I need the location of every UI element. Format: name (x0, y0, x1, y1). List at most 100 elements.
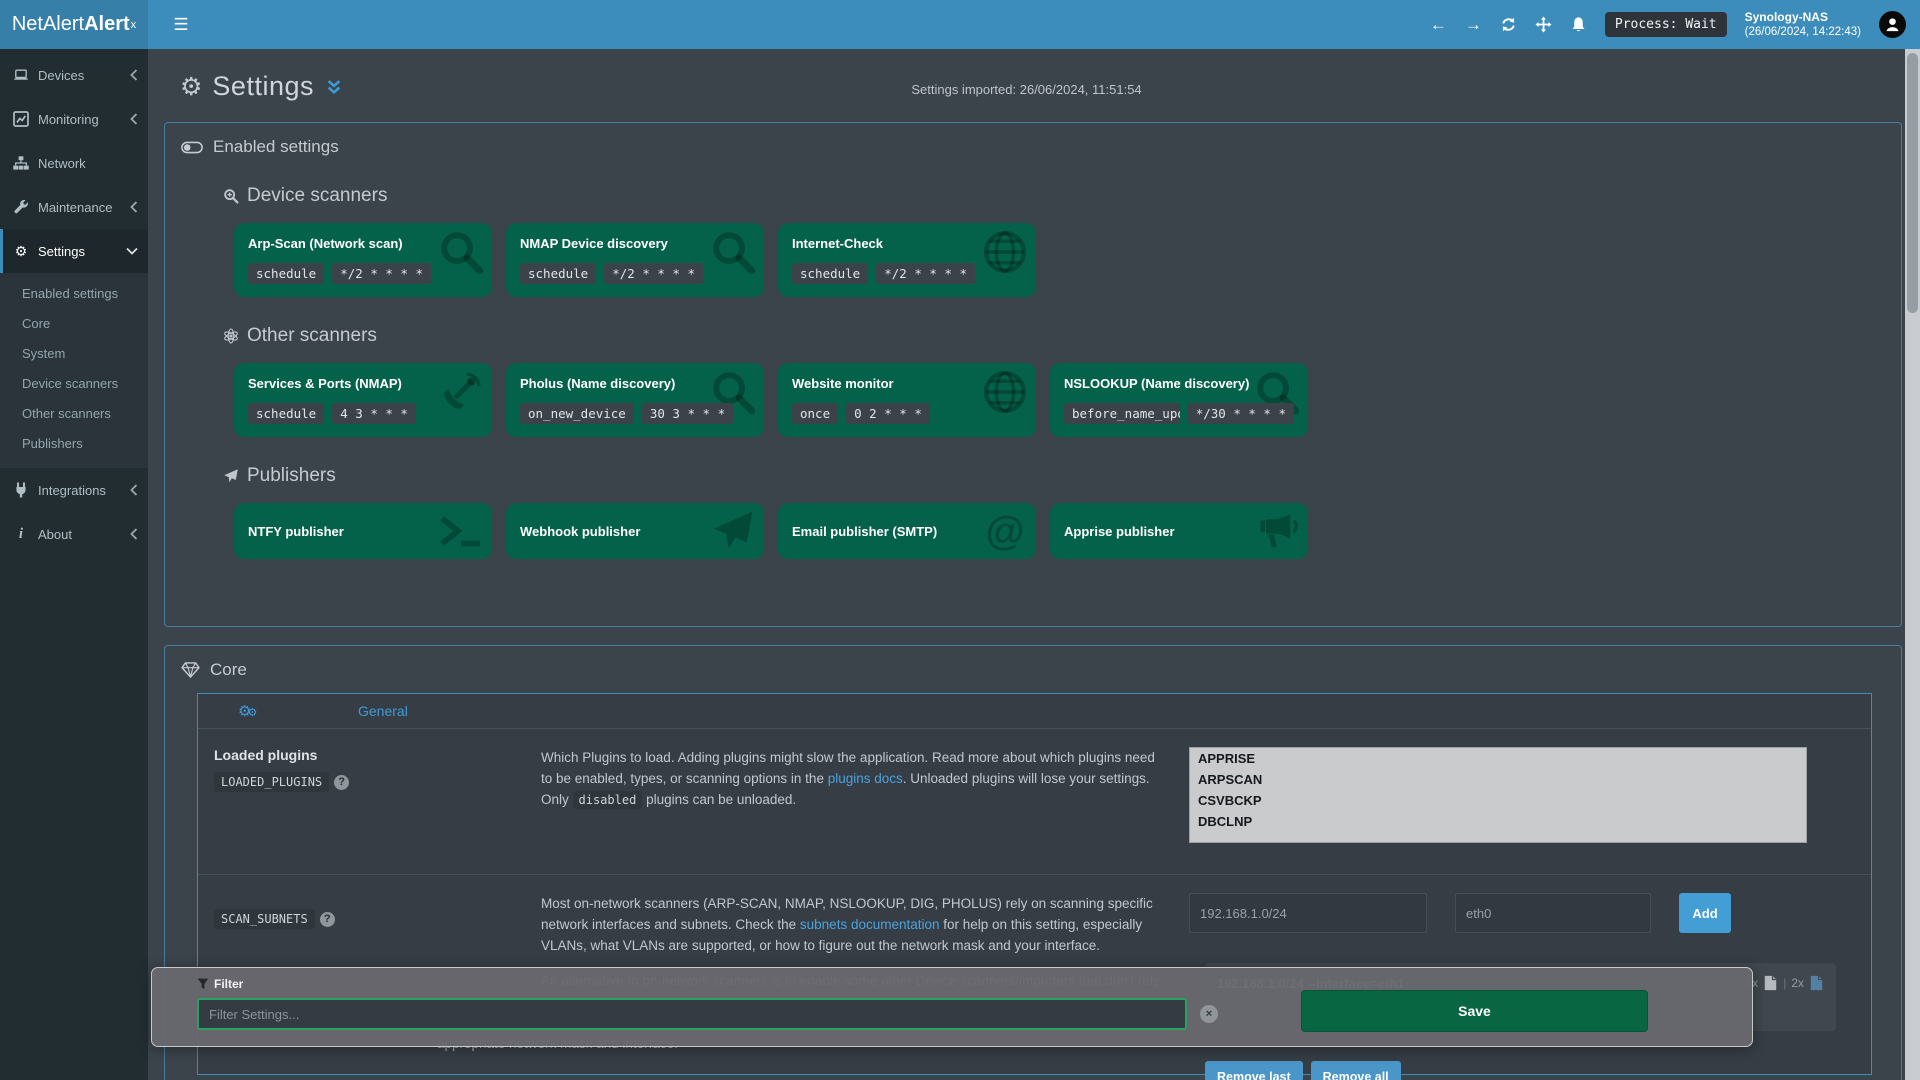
schedule-mode-badge: schedule (520, 263, 597, 284)
setting-label: Loaded plugins (214, 747, 318, 763)
filter-settings-input[interactable] (197, 998, 1187, 1030)
card-title: Services & Ports (NMAP) (248, 376, 402, 391)
card-title: Apprise publisher (1064, 523, 1175, 539)
card-title: NSLOOKUP (Name discovery) (1064, 376, 1250, 391)
listbox-option[interactable]: APPRISE (1198, 751, 1256, 766)
sidebar-item-monitoring[interactable]: Monitoring (0, 97, 148, 141)
card-internet-check[interactable]: Internet-Check schedule */2 * * * * (778, 223, 1036, 297)
plugins-docs-link[interactable]: plugins docs (827, 771, 903, 786)
sidebar-item-label: Network (38, 155, 86, 171)
copy-icon[interactable] (1763, 975, 1778, 991)
scrollbar-thumb[interactable] (1907, 53, 1918, 313)
app-logo[interactable]: NetAlert Alert x (0, 0, 148, 49)
listbox-option[interactable]: CSVBCKP (1198, 793, 1262, 808)
sidebar-item-about[interactable]: i About (0, 512, 148, 556)
cron-badge: 30 3 * * * (641, 403, 734, 424)
chevron-left-icon (129, 113, 138, 125)
group-title-text: Publishers (247, 465, 336, 486)
clear-filter-button[interactable]: × (1200, 1005, 1218, 1023)
move-icon[interactable] (1535, 16, 1552, 33)
help-icon[interactable]: ? (334, 774, 350, 790)
card-nmap-discovery[interactable]: NMAP Device discovery schedule */2 * * *… (506, 223, 764, 297)
filter-overlay: Filter × Save (151, 967, 1753, 1047)
help-icon[interactable]: ? (319, 911, 335, 927)
page-scrollbar[interactable] (1905, 49, 1920, 1080)
sidebar-toggle-icon[interactable]: ☰ (173, 14, 189, 34)
sidebar-item-devices[interactable]: Devices (0, 53, 148, 97)
card-webhook[interactable]: Webhook publisher (506, 503, 764, 559)
main-content: ⚙ Settings Settings imported: 26/06/2024… (148, 49, 1905, 1080)
card-title: Email publisher (SMTP) (792, 523, 938, 539)
sidebar-item-integrations[interactable]: Integrations (0, 468, 148, 512)
setting-control-col: APPRISE ARPSCAN CSVBCKP DBCLNP (1189, 747, 1855, 856)
chevron-left-icon (129, 201, 138, 213)
subnet-input[interactable] (1189, 893, 1427, 933)
card-nslookup[interactable]: NSLOOKUP (Name discovery) before_name_up… (1050, 363, 1308, 437)
magnifier-plus-icon (223, 188, 239, 204)
cron-badge: */2 * * * * (332, 263, 432, 284)
listbox-option[interactable]: ARPSCAN (1198, 772, 1263, 787)
other-scanner-cards: Services & Ports (NMAP) schedule 4 3 * *… (234, 363, 1901, 437)
sidebar-item-settings[interactable]: ⚙ Settings (0, 229, 148, 273)
copy-2x-icon[interactable] (1809, 975, 1824, 991)
host-info: Synology-NAS (26/06/2024, 14:22:43) (1745, 10, 1861, 40)
tab-general[interactable]: General (358, 703, 408, 719)
loaded-plugins-listbox[interactable]: APPRISE ARPSCAN CSVBCKP DBCLNP (1189, 747, 1807, 843)
filter-label-text: Filter (214, 977, 244, 991)
add-subnet-button[interactable]: Add (1679, 893, 1731, 933)
chevron-left-icon (129, 484, 138, 496)
submenu-item-enabled-settings[interactable]: Enabled settings (22, 285, 119, 301)
listbox-option[interactable]: DBCLNP (1198, 814, 1253, 829)
sidebar-item-maintenance[interactable]: Maintenance (0, 185, 148, 229)
sidebar-item-label: Integrations (38, 482, 106, 498)
submenu-item-core[interactable]: Core (22, 315, 51, 331)
sidebar-item-label: Monitoring (38, 111, 99, 127)
user-avatar[interactable] (1879, 11, 1906, 38)
save-button[interactable]: Save (1301, 990, 1648, 1032)
remove-last-button[interactable]: Remove last (1205, 1061, 1303, 1080)
gem-icon (181, 662, 200, 678)
bell-icon[interactable] (1570, 16, 1587, 33)
card-website-monitor[interactable]: Website monitor once 0 2 * * * (778, 363, 1036, 437)
card-pholus[interactable]: Pholus (Name discovery) on_new_device 30… (506, 363, 764, 437)
filter-label: Filter (197, 977, 243, 991)
back-arrow-icon[interactable]: ← (1429, 14, 1447, 34)
forward-arrow-icon[interactable]: → (1464, 14, 1482, 34)
card-arpscan[interactable]: Arp-Scan (Network scan) schedule */2 * *… (234, 223, 492, 297)
enabled-settings-panel: Enabled settings Device scanners Arp-Sca… (164, 122, 1902, 627)
subnets-docs-link[interactable]: subnets documentation (799, 917, 940, 932)
submenu-item-device-scanners[interactable]: Device scanners (22, 375, 119, 391)
terminal-icon (438, 508, 484, 554)
publisher-cards: NTFY publisher Webhook publisher Email p… (234, 503, 1901, 559)
sidebar: Devices Monitoring Network Maintenance ⚙… (0, 49, 148, 1080)
interface-input[interactable] (1455, 893, 1651, 933)
cron-badge: */2 * * * * (604, 263, 704, 284)
atom-icon (223, 328, 239, 344)
panel-title-text: Enabled settings (213, 137, 339, 156)
enabled-settings-title: Enabled settings (165, 123, 1901, 157)
card-email-smtp[interactable]: Email publisher (SMTP) @ (778, 503, 1036, 559)
sidebar-item-label: Settings (38, 243, 85, 259)
cron-badge: */30 * * * * (1187, 403, 1294, 424)
remove-all-button[interactable]: Remove all (1310, 1061, 1401, 1080)
laptop-icon (13, 67, 29, 83)
chevron-down-icon (126, 245, 138, 257)
card-services-ports[interactable]: Services & Ports (NMAP) schedule 4 3 * *… (234, 363, 492, 437)
submenu-item-publishers[interactable]: Publishers (22, 435, 83, 451)
info-icon: i (18, 525, 24, 542)
sidebar-item-label: Devices (38, 67, 85, 83)
schedule-mode-badge: once (792, 403, 839, 424)
card-ntfy[interactable]: NTFY publisher (234, 503, 492, 559)
setting-description: Which Plugins to load. Adding plugins mi… (541, 750, 1155, 809)
sidebar-item-label: Maintenance (38, 199, 113, 215)
topbar-actions: ← → Process: Wait Synology-NAS (26/06/20… (1430, 0, 1906, 49)
card-title: Arp-Scan (Network scan) (248, 236, 403, 251)
submenu-item-system[interactable]: System (22, 345, 66, 361)
cron-badge: */2 * * * * (876, 263, 976, 284)
paper-plane-icon (223, 468, 239, 484)
submenu-item-other-scanners[interactable]: Other scanners (22, 405, 111, 421)
card-apprise[interactable]: Apprise publisher (1050, 503, 1308, 559)
card-title: NMAP Device discovery (520, 236, 668, 251)
sidebar-item-network[interactable]: Network (0, 141, 148, 185)
refresh-icon[interactable] (1500, 16, 1517, 33)
